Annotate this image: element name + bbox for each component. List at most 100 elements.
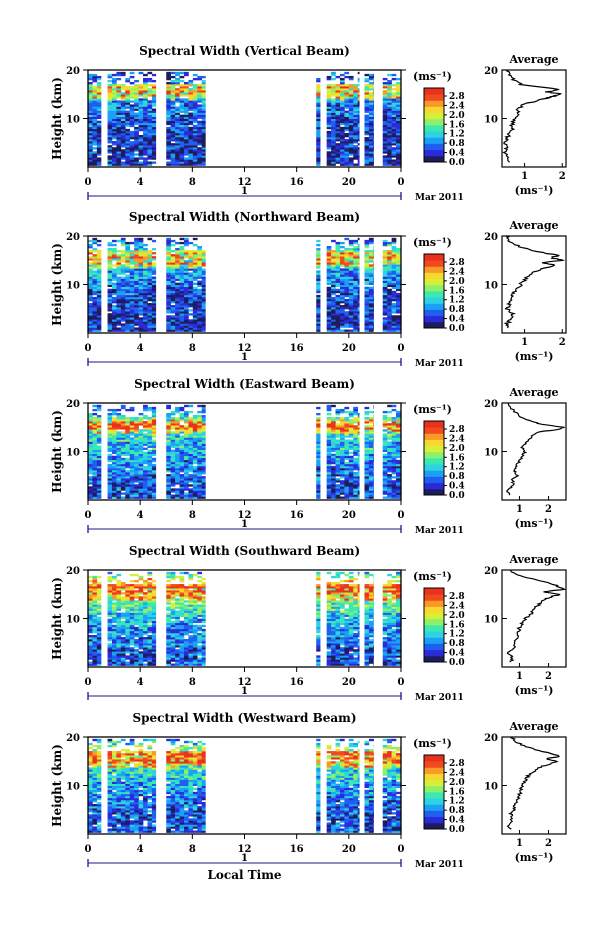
heatmap-cell: [353, 256, 358, 259]
heatmap-cell: [201, 88, 206, 91]
heatmap-cell: [192, 139, 198, 142]
heatmap-cell: [88, 141, 93, 144]
heatmap-cell: [335, 435, 341, 438]
heatmap-cell: [116, 112, 122, 115]
heatmap-cell: [120, 406, 126, 410]
heatmap-cell: [364, 425, 370, 428]
heatmap-cell: [396, 463, 401, 467]
heatmap-cell: [134, 163, 139, 166]
heatmap-cell: [96, 147, 102, 150]
heatmap-cell: [143, 286, 148, 290]
heatmap-cell: [316, 145, 321, 148]
colorbar-segment: [424, 321, 444, 329]
heatmap-cell: [364, 315, 370, 318]
heatmap-cell: [331, 254, 336, 257]
heatmap-cell: [112, 439, 117, 442]
heatmap-cell: [335, 321, 341, 324]
heatmap-cell: [364, 108, 370, 111]
heatmap-cell: [147, 441, 153, 444]
heatmap-cell: [147, 470, 153, 473]
heatmap-cell: [147, 478, 153, 481]
heatmap-cell: [364, 325, 370, 328]
heatmap-cell: [183, 455, 189, 459]
heatmap-cell: [326, 467, 332, 471]
heatmap-cell: [129, 284, 135, 288]
heatmap-cell: [138, 472, 144, 475]
heatmap-cell: [357, 248, 360, 251]
heatmap-cell: [353, 329, 358, 332]
heatmap-cell: [88, 276, 93, 279]
heatmap-cell: [373, 118, 374, 122]
heatmap-cell: [129, 309, 135, 312]
heatmap-cell: [335, 130, 341, 134]
heatmap-cell: [170, 459, 176, 463]
heatmap-cell: [353, 262, 358, 265]
heatmap-cell: [96, 465, 102, 469]
heatmap-cell: [382, 147, 388, 150]
heatmap-cell: [373, 445, 374, 448]
heatmap-cell: [192, 437, 198, 440]
colorbar-segment: [424, 254, 444, 261]
heatmap-cell: [326, 268, 332, 271]
heatmap-cell: [197, 141, 203, 144]
heatmap-cell: [151, 470, 157, 473]
heatmap-cell: [147, 421, 153, 424]
heatmap-cell: [368, 461, 374, 465]
heatmap-cell: [120, 286, 126, 290]
heatmap-cell: [188, 266, 194, 269]
heatmap-cell: [175, 282, 180, 285]
heatmap-cell: [112, 307, 117, 310]
heatmap-cell: [129, 274, 135, 277]
heatmap-cell: [339, 128, 345, 132]
heatmap-cell: [387, 106, 392, 109]
heatmap-cell: [335, 284, 341, 288]
heatmap-cell: [116, 480, 122, 483]
heatmap-cell: [335, 270, 341, 273]
heatmap-cell: [344, 124, 350, 128]
heatmap-cell: [368, 457, 374, 461]
heatmap-cell: [107, 254, 113, 257]
heatmap-cell: [129, 71, 135, 75]
heatmap-cell: [335, 86, 341, 89]
heatmap-cell: [382, 86, 388, 89]
heatmap-cell: [348, 294, 354, 298]
heatmap-cell: [396, 329, 401, 332]
heatmap-cell: [344, 252, 350, 255]
heatmap-cell: [143, 415, 148, 418]
heatmap-cell: [125, 463, 131, 467]
heatmap-cell: [387, 425, 392, 428]
heatmap-cell: [170, 427, 176, 430]
heatmap-cell: [339, 141, 345, 144]
heatmap-cell: [175, 451, 180, 455]
heatmap-cell: [138, 470, 144, 473]
average-y-tick-label: 20: [484, 232, 498, 243]
heatmap-cell: [143, 130, 148, 134]
heatmap-cell: [353, 410, 358, 414]
heatmap-cell: [339, 270, 345, 273]
heatmap-cell: [396, 309, 401, 312]
heatmap-cell: [197, 323, 203, 326]
heatmap-cell: [134, 490, 139, 493]
heatmap-cell: [331, 262, 336, 265]
heatmap-cell: [134, 323, 139, 326]
heatmap-cell: [396, 421, 401, 424]
heatmap-cell: [92, 494, 98, 497]
heatmap-cell: [373, 141, 374, 144]
heatmap-cell: [129, 272, 135, 275]
heatmap-cell: [391, 296, 397, 300]
heatmap-cell: [129, 465, 135, 469]
heatmap-cell: [120, 122, 126, 126]
heatmap-cell: [344, 264, 350, 267]
heatmap-cell: [151, 128, 157, 132]
heatmap-cell: [129, 286, 135, 290]
heatmap-cell: [197, 423, 203, 426]
heatmap-cell: [183, 122, 189, 126]
heatmap-cell: [335, 490, 341, 493]
colorbar-tick-label: 2.0: [449, 111, 465, 121]
heatmap-cell: [166, 321, 171, 324]
heatmap-cell: [387, 159, 392, 162]
heatmap-cell: [387, 441, 392, 444]
heatmap-cell: [326, 248, 332, 251]
heatmap-cell: [170, 423, 176, 426]
heatmap-cell: [138, 484, 144, 487]
